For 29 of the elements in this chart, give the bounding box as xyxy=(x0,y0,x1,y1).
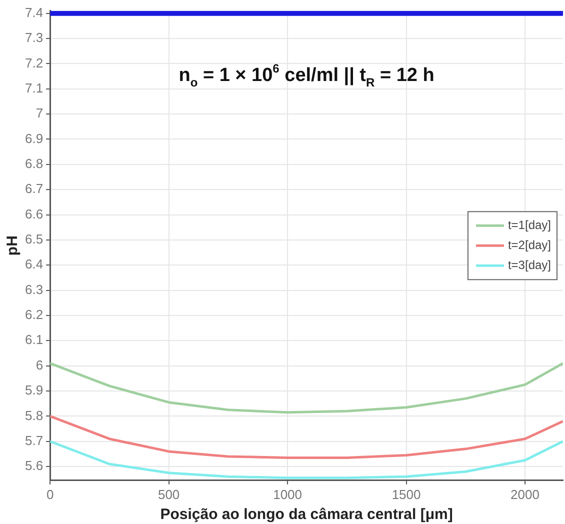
y-tick-label: 5.7 xyxy=(24,432,44,448)
x-tick-label: 1500 xyxy=(392,486,421,502)
y-tick-label: 7.2 xyxy=(24,55,44,70)
y-tick-label: 6.3 xyxy=(24,282,44,297)
y-tick-label: 6.7 xyxy=(24,181,44,196)
y-tick-label: 6.6 xyxy=(24,206,44,222)
x-tick-label: 500 xyxy=(158,486,180,502)
legend-label: t=2[day] xyxy=(508,238,551,252)
x-axis-title: Posição ao longo da câmara central [μm] xyxy=(160,506,453,524)
y-tick-label: 6.8 xyxy=(24,156,44,171)
y-tick-label: 6.1 xyxy=(24,332,44,348)
y-tick-label: 6.5 xyxy=(24,232,44,247)
legend-label: t=3[day] xyxy=(508,258,551,272)
y-tick-label: 7.3 xyxy=(24,30,44,46)
x-tick-label: 2000 xyxy=(510,486,540,502)
y-tick-label: 6.9 xyxy=(24,130,44,146)
y-axis-title: pH xyxy=(4,236,22,256)
y-tick-label: 5.9 xyxy=(24,382,44,398)
x-tick-label: 0 xyxy=(46,486,54,502)
y-tick-label: 5.6 xyxy=(24,458,44,474)
y-tick-label: 6 xyxy=(36,357,44,372)
y-tick-label: 6.4 xyxy=(24,256,44,272)
y-tick-label: 7 xyxy=(36,106,44,121)
y-tick-label: 7.1 xyxy=(24,80,44,96)
legend-label: t=1[day] xyxy=(508,218,551,232)
x-tick-label: 1000 xyxy=(273,486,302,502)
y-tick-label: 7.4 xyxy=(24,4,44,20)
y-tick-label: 5.8 xyxy=(24,408,44,423)
y-tick-label: 6.2 xyxy=(24,307,44,322)
